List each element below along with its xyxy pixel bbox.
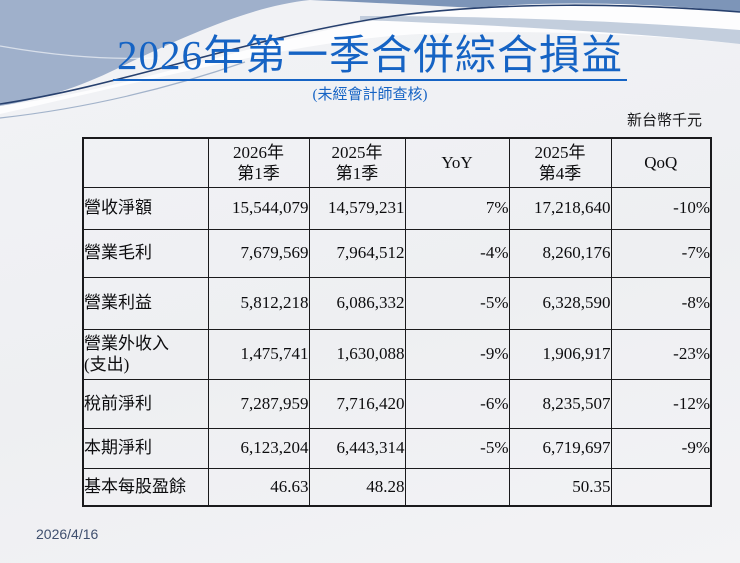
- row-label: 營業外收入 (支出): [82, 328, 209, 380]
- table-row: 稅前淨利 7,287,959 7,716,420 -6% 8,235,507 -…: [82, 378, 712, 429]
- cell-2025-q4: 17,218,640: [508, 186, 612, 230]
- cell-yoy: -4%: [404, 228, 510, 278]
- table-row: 營收淨額 15,544,079 14,579,231 7% 17,218,640…: [82, 186, 712, 230]
- cell-2025-q4: 8,260,176: [508, 228, 612, 278]
- cell-2025-q4: 6,719,697: [508, 427, 612, 469]
- header-2025-q1: 2025年 第1季: [308, 137, 406, 188]
- cell-yoy: 7%: [404, 186, 510, 230]
- header-qoq: QoQ: [610, 137, 712, 188]
- cell-2025-q4: 50.35: [508, 467, 612, 507]
- row-label: 稅前淨利: [82, 378, 209, 429]
- cell-qoq: -10%: [610, 186, 712, 230]
- subtitle-unaudited-note: (未經會計師查核): [312, 87, 428, 104]
- header-2025-q4: 2025年 第4季: [508, 137, 612, 188]
- cell-2026-q1: 7,287,959: [207, 378, 310, 429]
- cell-yoy: -5%: [404, 427, 510, 469]
- slide-date: 2026/4/16: [36, 526, 99, 542]
- header-2026-q1: 2026年 第1季: [207, 137, 310, 188]
- cell-2026-q1: 7,679,569: [207, 228, 310, 278]
- cell-2025-q1: 14,579,231: [308, 186, 406, 230]
- cell-2026-q1: 5,812,218: [207, 276, 310, 330]
- title-block: 2026年第一季合併綜合損益 (未經會計師查核): [0, 33, 740, 104]
- table-row: 營業利益 5,812,218 6,086,332 -5% 6,328,590 -…: [82, 276, 712, 330]
- cell-2026-q1: 46.63: [207, 467, 310, 507]
- cell-2026-q1: 1,475,741: [207, 328, 310, 380]
- cell-qoq: -9%: [610, 427, 712, 469]
- cell-2026-q1: 15,544,079: [207, 186, 310, 230]
- income-statement-table: 2026年 第1季 2025年 第1季 YoY 2025年 第4季 QoQ 營收…: [82, 137, 712, 507]
- cell-2025-q4: 8,235,507: [508, 378, 612, 429]
- table-header-row: 2026年 第1季 2025年 第1季 YoY 2025年 第4季 QoQ: [82, 137, 712, 188]
- cell-yoy: [404, 467, 510, 507]
- cell-2025-q1: 6,086,332: [308, 276, 406, 330]
- cell-yoy: -6%: [404, 378, 510, 429]
- cell-2025-q4: 6,328,590: [508, 276, 612, 330]
- row-label: 基本每股盈餘: [82, 467, 209, 507]
- cell-yoy: -5%: [404, 276, 510, 330]
- table-row: 本期淨利 6,123,204 6,443,314 -5% 6,719,697 -…: [82, 427, 712, 469]
- row-label: 營收淨額: [82, 186, 209, 230]
- header-yoy: YoY: [404, 137, 510, 188]
- page-title: 2026年第一季合併綜合損益: [113, 33, 627, 82]
- cell-2025-q4: 1,906,917: [508, 328, 612, 380]
- cell-qoq: -12%: [610, 378, 712, 429]
- header-blank: [82, 137, 209, 188]
- cell-qoq: -23%: [610, 328, 712, 380]
- cell-2025-q1: 7,716,420: [308, 378, 406, 429]
- table-row: 營業外收入 (支出) 1,475,741 1,630,088 -9% 1,906…: [82, 328, 712, 380]
- cell-2025-q1: 48.28: [308, 467, 406, 507]
- table-row: 基本每股盈餘 46.63 48.28 50.35: [82, 467, 712, 507]
- cell-yoy: -9%: [404, 328, 510, 380]
- row-label: 營業利益: [82, 276, 209, 330]
- cell-qoq: -7%: [610, 228, 712, 278]
- cell-2025-q1: 7,964,512: [308, 228, 406, 278]
- row-label: 營業毛利: [82, 228, 209, 278]
- cell-2025-q1: 6,443,314: [308, 427, 406, 469]
- currency-unit-note: 新台幣千元: [626, 113, 702, 129]
- cell-2025-q1: 1,630,088: [308, 328, 406, 380]
- table-row: 營業毛利 7,679,569 7,964,512 -4% 8,260,176 -…: [82, 228, 712, 278]
- cell-qoq: [610, 467, 712, 507]
- cell-2026-q1: 6,123,204: [207, 427, 310, 469]
- cell-qoq: -8%: [610, 276, 712, 330]
- row-label: 本期淨利: [82, 427, 209, 469]
